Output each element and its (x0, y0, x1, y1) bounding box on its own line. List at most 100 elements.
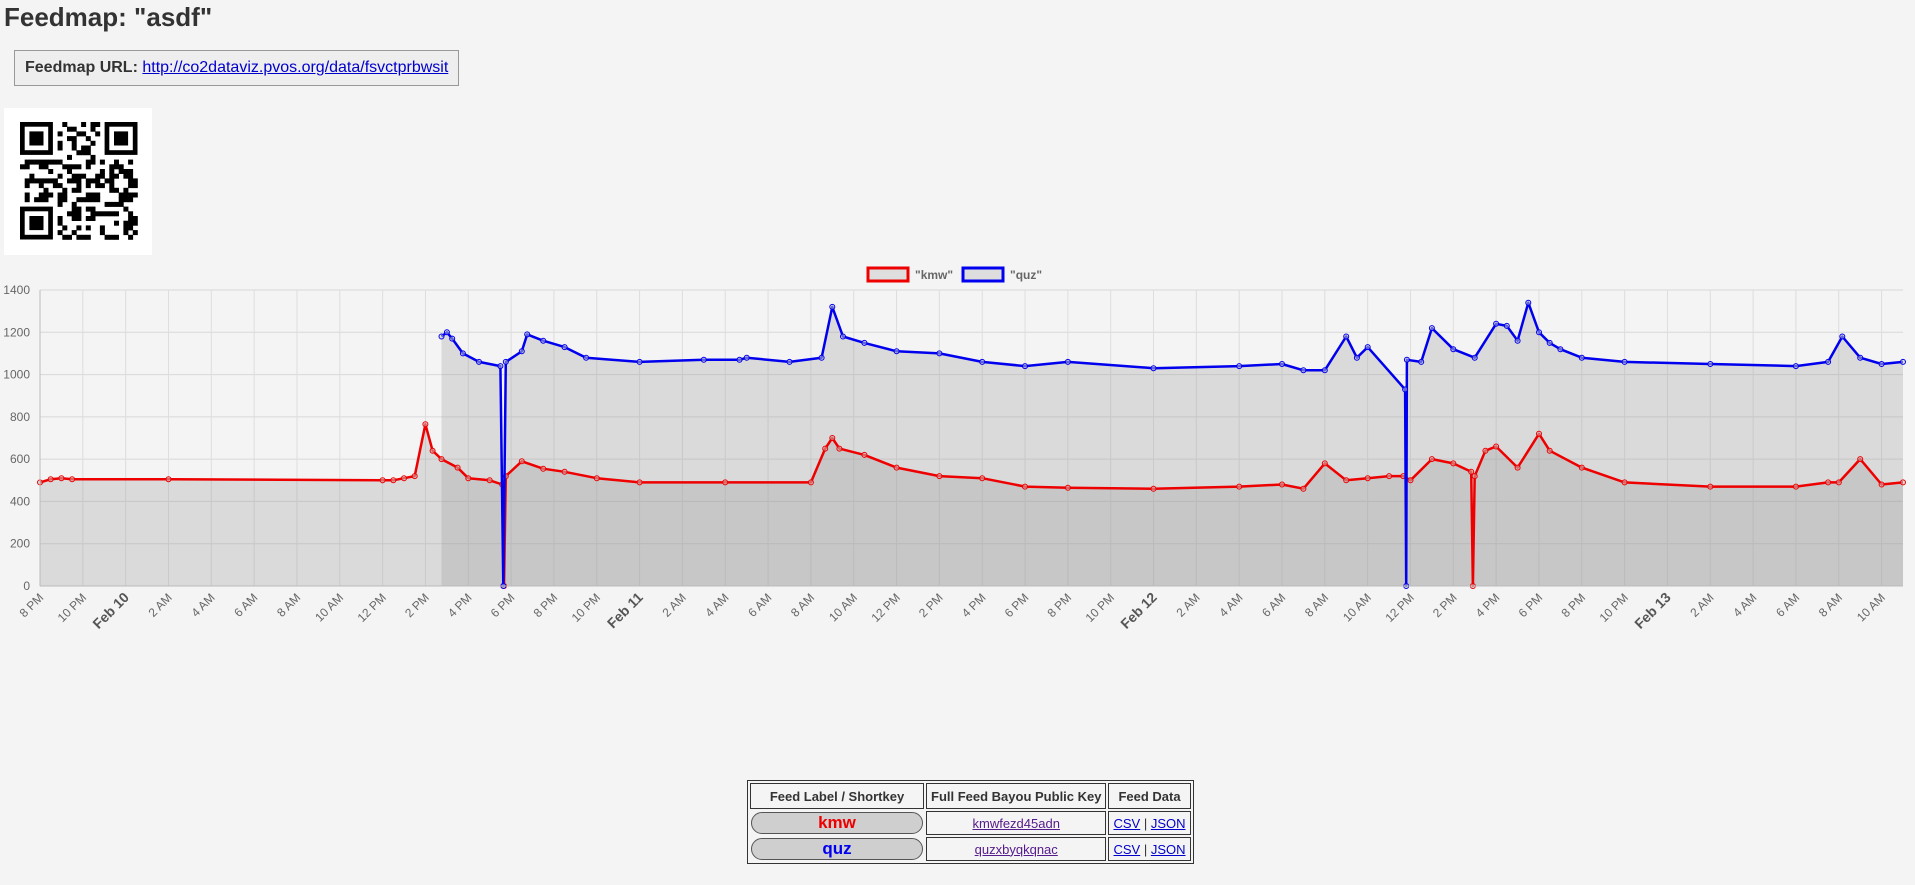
feed-key-link[interactable]: kmwfezd45adn (972, 815, 1060, 831)
x-tick-label: 6 AM (1259, 590, 1288, 619)
link-separator: | (1143, 815, 1148, 831)
data-point (47, 476, 54, 483)
y-tick-label: 1200 (3, 325, 30, 339)
feed-data-cell: CSV | JSON (1108, 811, 1191, 835)
data-point (1546, 339, 1553, 346)
data-point (1900, 358, 1906, 365)
col-header-data: Feed Data (1108, 783, 1191, 809)
data-point (379, 477, 386, 484)
data-point (1364, 344, 1371, 351)
series-area-quz (441, 302, 1903, 586)
data-point (1792, 363, 1799, 370)
csv-link[interactable]: CSV (1113, 841, 1141, 857)
data-point (1707, 483, 1714, 490)
data-point (1825, 358, 1832, 365)
data-point (1707, 361, 1714, 367)
data-point (786, 358, 793, 365)
x-tick-label: 4 AM (1730, 590, 1759, 619)
data-point (1493, 320, 1500, 327)
series-line-quz (440, 301, 1904, 588)
data-point (465, 475, 472, 482)
legend-swatch-quz (961, 266, 1005, 283)
data-point (1621, 479, 1628, 486)
data-point (1557, 346, 1564, 353)
feed-key-link[interactable]: quzxbyqkqnac (974, 841, 1058, 857)
feed-label-pill[interactable]: kmw (751, 812, 923, 834)
col-header-key: Full Feed Bayou Public Key (926, 783, 1107, 809)
x-tick-label: 10 PM (55, 590, 89, 624)
data-point (636, 358, 643, 365)
feedmap-url-link[interactable]: http://co2dataviz.pvos.org/data/fsvctprb… (142, 59, 449, 76)
data-point (979, 358, 986, 365)
x-tick-label: 10 AM (826, 590, 860, 624)
data-point (722, 479, 729, 486)
data-point (893, 464, 900, 471)
data-point (1878, 361, 1885, 367)
data-point (1471, 354, 1478, 361)
page-title: Feedmap: "asdf" (4, 2, 213, 32)
x-tick-label: 10 AM (1340, 590, 1374, 624)
data-point (438, 456, 445, 463)
x-tick-label: 12 PM (355, 590, 389, 624)
data-point (1236, 363, 1243, 370)
link-separator: | (1143, 841, 1148, 857)
data-point (422, 421, 429, 428)
x-tick-label: 10 PM (1597, 590, 1631, 624)
data-point (1343, 477, 1350, 484)
json-link[interactable]: JSON (1150, 815, 1186, 831)
data-point (1514, 337, 1521, 344)
x-tick-label: 12 PM (868, 590, 902, 624)
feedmap-url-box: Feedmap URL: http://co2dataviz.pvos.org/… (14, 50, 460, 86)
data-point (736, 356, 743, 363)
data-point (1403, 356, 1410, 363)
x-tick-label: Feb 13 (1631, 589, 1674, 632)
x-tick-label: 4 PM (959, 590, 989, 620)
data-point (1493, 443, 1500, 450)
data-point (459, 350, 466, 357)
data-point (165, 476, 172, 483)
json-link[interactable]: JSON (1150, 841, 1186, 857)
data-point (1386, 473, 1393, 480)
x-tick-label: 12 PM (1382, 590, 1416, 624)
data-point (1450, 460, 1457, 467)
data-point (829, 435, 836, 441)
data-point (1514, 464, 1521, 471)
data-point (1343, 333, 1350, 340)
data-point (1418, 358, 1425, 365)
x-tick-label: 2 PM (1430, 590, 1460, 620)
data-point (1482, 447, 1489, 454)
y-tick-label: 200 (10, 537, 30, 551)
data-point (561, 344, 568, 351)
legend-label-kmw: "kmw" (915, 268, 953, 282)
x-tick-label: 2 AM (1687, 590, 1716, 619)
csv-link[interactable]: CSV (1113, 815, 1141, 831)
x-tick-label: 6 PM (488, 590, 518, 620)
data-point (518, 458, 525, 465)
data-point (1621, 358, 1628, 365)
data-point (1503, 322, 1510, 329)
table-row: kmw kmwfezd45adn CSV | JSON (750, 811, 1191, 835)
data-point (836, 445, 843, 452)
data-point (583, 354, 590, 361)
data-point (1536, 430, 1542, 437)
data-point (1525, 299, 1532, 306)
data-point (743, 354, 750, 361)
data-point (1900, 479, 1906, 486)
data-point (1064, 358, 1071, 365)
data-point (700, 356, 707, 363)
feedmap-url-label: Feedmap URL: (25, 59, 138, 76)
data-point (411, 473, 418, 480)
data-point (1536, 329, 1542, 336)
y-tick-label: 600 (10, 452, 30, 466)
x-tick-label: Feb 10 (89, 589, 132, 632)
x-tick-label: 6 AM (231, 590, 260, 619)
col-header-label: Feed Label / Shortkey (750, 783, 924, 809)
x-tick-label: 8 PM (531, 590, 561, 620)
data-point (1279, 361, 1285, 367)
data-point (861, 451, 868, 458)
x-tick-label: 2 PM (402, 590, 432, 620)
data-point (454, 464, 461, 471)
data-point (818, 354, 825, 361)
feed-label-pill[interactable]: quz (751, 838, 923, 860)
data-point (1878, 481, 1885, 488)
